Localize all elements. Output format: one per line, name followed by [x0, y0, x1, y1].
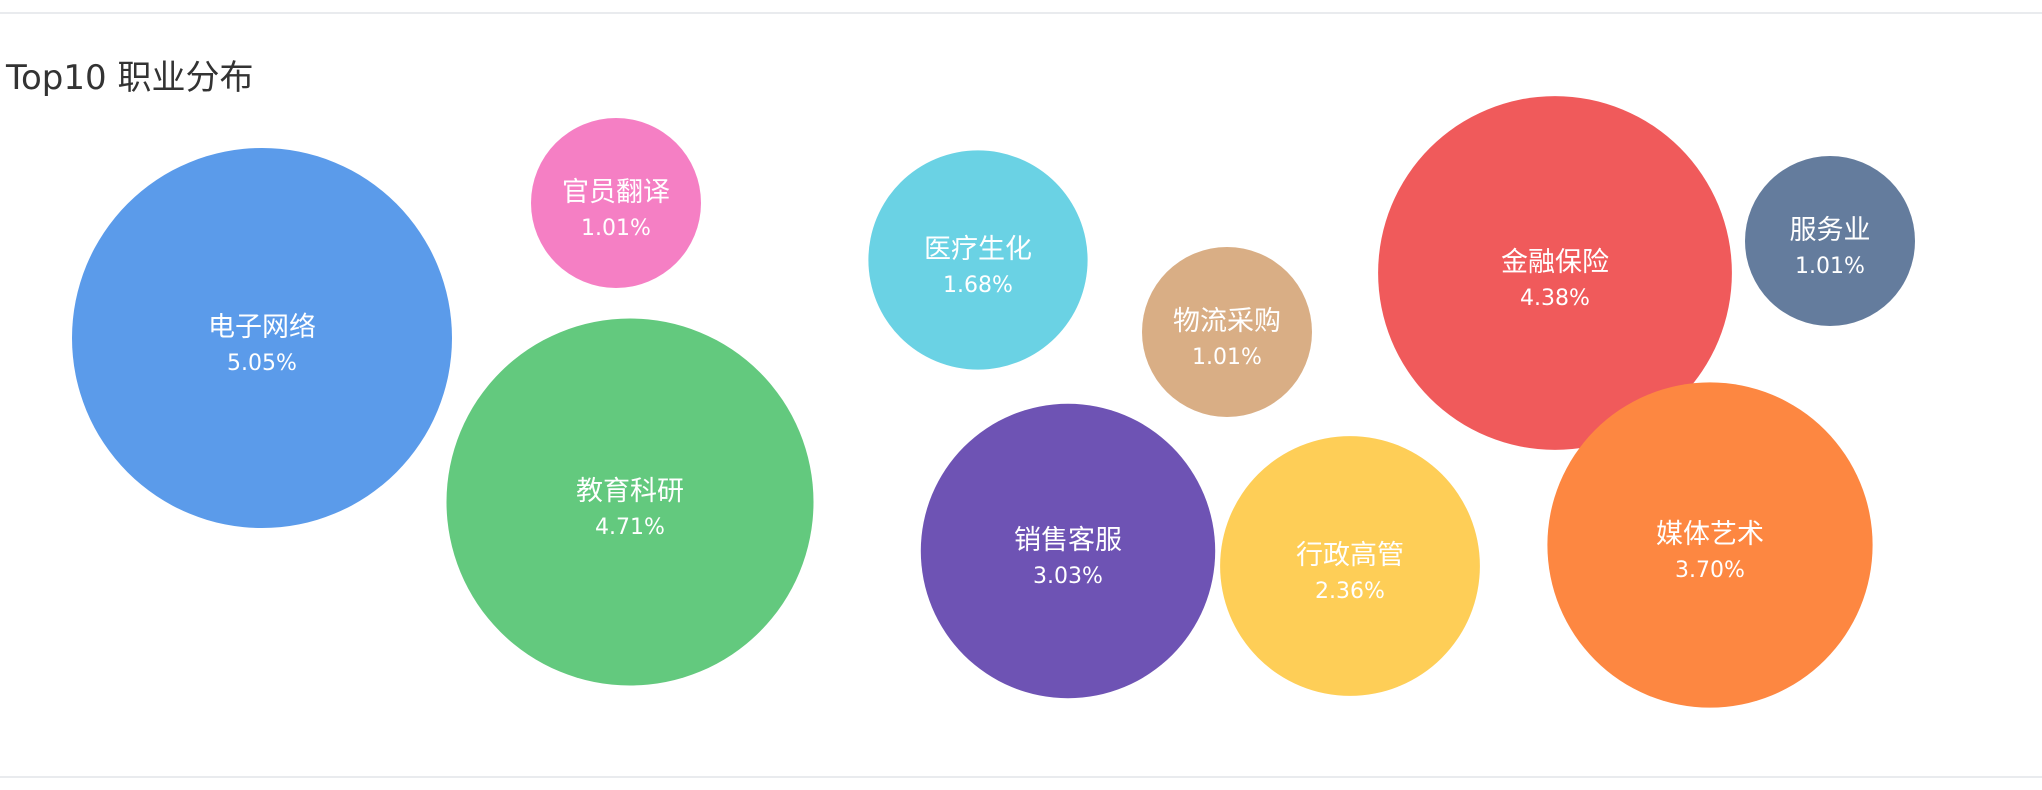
bubble-7-circle[interactable] [1378, 96, 1732, 450]
bubble-0[interactable]: 电子网络 5.05% [72, 148, 452, 528]
bubble-6-name: 行政高管 [1296, 540, 1404, 571]
bubble-5-value: 3.03% [1033, 564, 1103, 589]
top-divider [0, 12, 2042, 14]
bubble-8-name: 服务业 [1790, 215, 1871, 246]
bubble-8-value: 1.01% [1795, 254, 1865, 279]
bubble-7[interactable]: 金融保险 4.38% [1378, 96, 1732, 450]
bubble-4[interactable]: 物流采购 1.01% [1142, 247, 1312, 417]
bubble-1-circle[interactable] [531, 118, 701, 288]
bubble-0-value: 5.05% [227, 351, 297, 376]
bubble-9-value: 3.70% [1675, 558, 1745, 583]
bubble-5[interactable]: 销售客服 3.03% [920, 403, 1216, 699]
bottom-divider [0, 776, 2042, 778]
bubble-2-circle[interactable] [446, 318, 814, 686]
bubble-0-name: 电子网络 [208, 312, 316, 343]
bubble-6-circle[interactable] [1220, 436, 1480, 696]
bubble-8[interactable]: 服务业 1.01% [1745, 156, 1915, 326]
bubble-3-circle[interactable] [868, 150, 1088, 370]
chart-title: Top10 职业分布 [6, 58, 254, 98]
bubble-1-name: 官员翻译 [562, 177, 670, 208]
bubble-4-name: 物流采购 [1173, 306, 1281, 337]
bubble-6[interactable]: 行政高管 2.36% [1220, 436, 1480, 696]
bubble-7-name: 金融保险 [1501, 247, 1609, 278]
bubble-3-name: 医疗生化 [924, 234, 1032, 265]
bubble-3-value: 1.68% [943, 273, 1013, 298]
bubble-0-circle[interactable] [72, 148, 452, 528]
bubble-8-circle[interactable] [1745, 156, 1915, 326]
bubble-9-circle[interactable] [1547, 382, 1873, 708]
bubble-4-value: 1.01% [1192, 345, 1262, 370]
bubble-4-circle[interactable] [1142, 247, 1312, 417]
bubble-2[interactable]: 教育科研 4.71% [446, 318, 814, 686]
bubble-5-circle[interactable] [920, 403, 1216, 699]
bubble-1-value: 1.01% [581, 216, 651, 241]
bubble-5-name: 销售客服 [1014, 525, 1122, 556]
bubble-7-value: 4.38% [1520, 286, 1590, 311]
bubble-1[interactable]: 官员翻译 1.01% [531, 118, 701, 288]
bubble-3[interactable]: 医疗生化 1.68% [868, 150, 1088, 370]
bubble-9[interactable]: 媒体艺术 3.70% [1547, 382, 1873, 708]
bubble-2-value: 4.71% [595, 515, 665, 540]
bubble-2-name: 教育科研 [576, 476, 684, 507]
bubble-9-name: 媒体艺术 [1656, 519, 1764, 550]
bubble-6-value: 2.36% [1315, 579, 1385, 604]
